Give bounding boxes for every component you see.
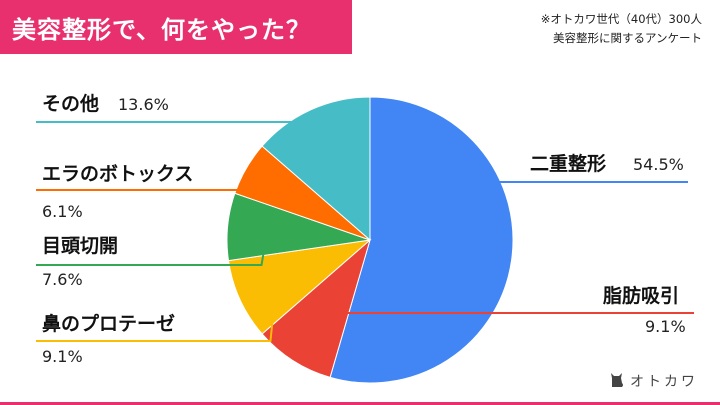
slice-label-2: 脂肪吸引 <box>603 284 679 307</box>
title-banner: 美容整形で、何をやった？ <box>0 0 352 54</box>
pie-slice-2 <box>261 238 371 378</box>
slice-label-3: 鼻のプロテーゼ <box>42 312 175 335</box>
slice-label-5: エラのボトックス <box>42 163 193 185</box>
slice-labels: 二重整形 54.5% 脂肪吸引 9.1% 鼻のプロテーゼ 9.1% 目頭切開 7.6% エラのボ… <box>42 92 686 366</box>
slice-value-4: 7.6% <box>42 270 83 289</box>
brand-name: オトカワ <box>630 374 698 390</box>
slice-label-1: 二重整形 <box>530 152 606 175</box>
slice-value-2: 9.1% <box>645 317 686 336</box>
survey-note: ※オトカワ世代（40代）300人 美容整形に関するアンケート <box>541 10 702 48</box>
pie-slice-6 <box>261 96 371 242</box>
bottom-accent-bar <box>0 402 720 405</box>
slice-label-4: 目頭切開 <box>42 235 118 257</box>
slice-value-3: 9.1% <box>42 347 83 366</box>
pie-slice-1 <box>329 96 514 384</box>
leader-line-3 <box>36 282 278 342</box>
leader-line-4 <box>36 230 269 266</box>
leader-line-5 <box>36 187 282 191</box>
cat-icon <box>610 371 624 391</box>
survey-note-line-1: ※オトカワ世代（40代）300人 <box>540 12 702 26</box>
survey-note-line-2: 美容整形に関するアンケート <box>552 31 702 45</box>
leader-line-2 <box>313 312 694 328</box>
page-title: 美容整形で、何をやった？ <box>12 16 312 44</box>
slice-value-6: 13.6% <box>118 95 169 114</box>
leader-lines <box>36 121 694 342</box>
leader-line-6 <box>36 121 329 147</box>
slice-label-6: その他 <box>42 92 99 115</box>
pie-slice-3 <box>227 239 372 335</box>
pie-slices <box>226 96 514 384</box>
slice-value-5: 6.1% <box>42 202 83 221</box>
leader-line-1 <box>470 181 688 255</box>
slice-value-1: 54.5% <box>633 155 684 174</box>
brand-logo: オトカワ <box>610 371 698 391</box>
